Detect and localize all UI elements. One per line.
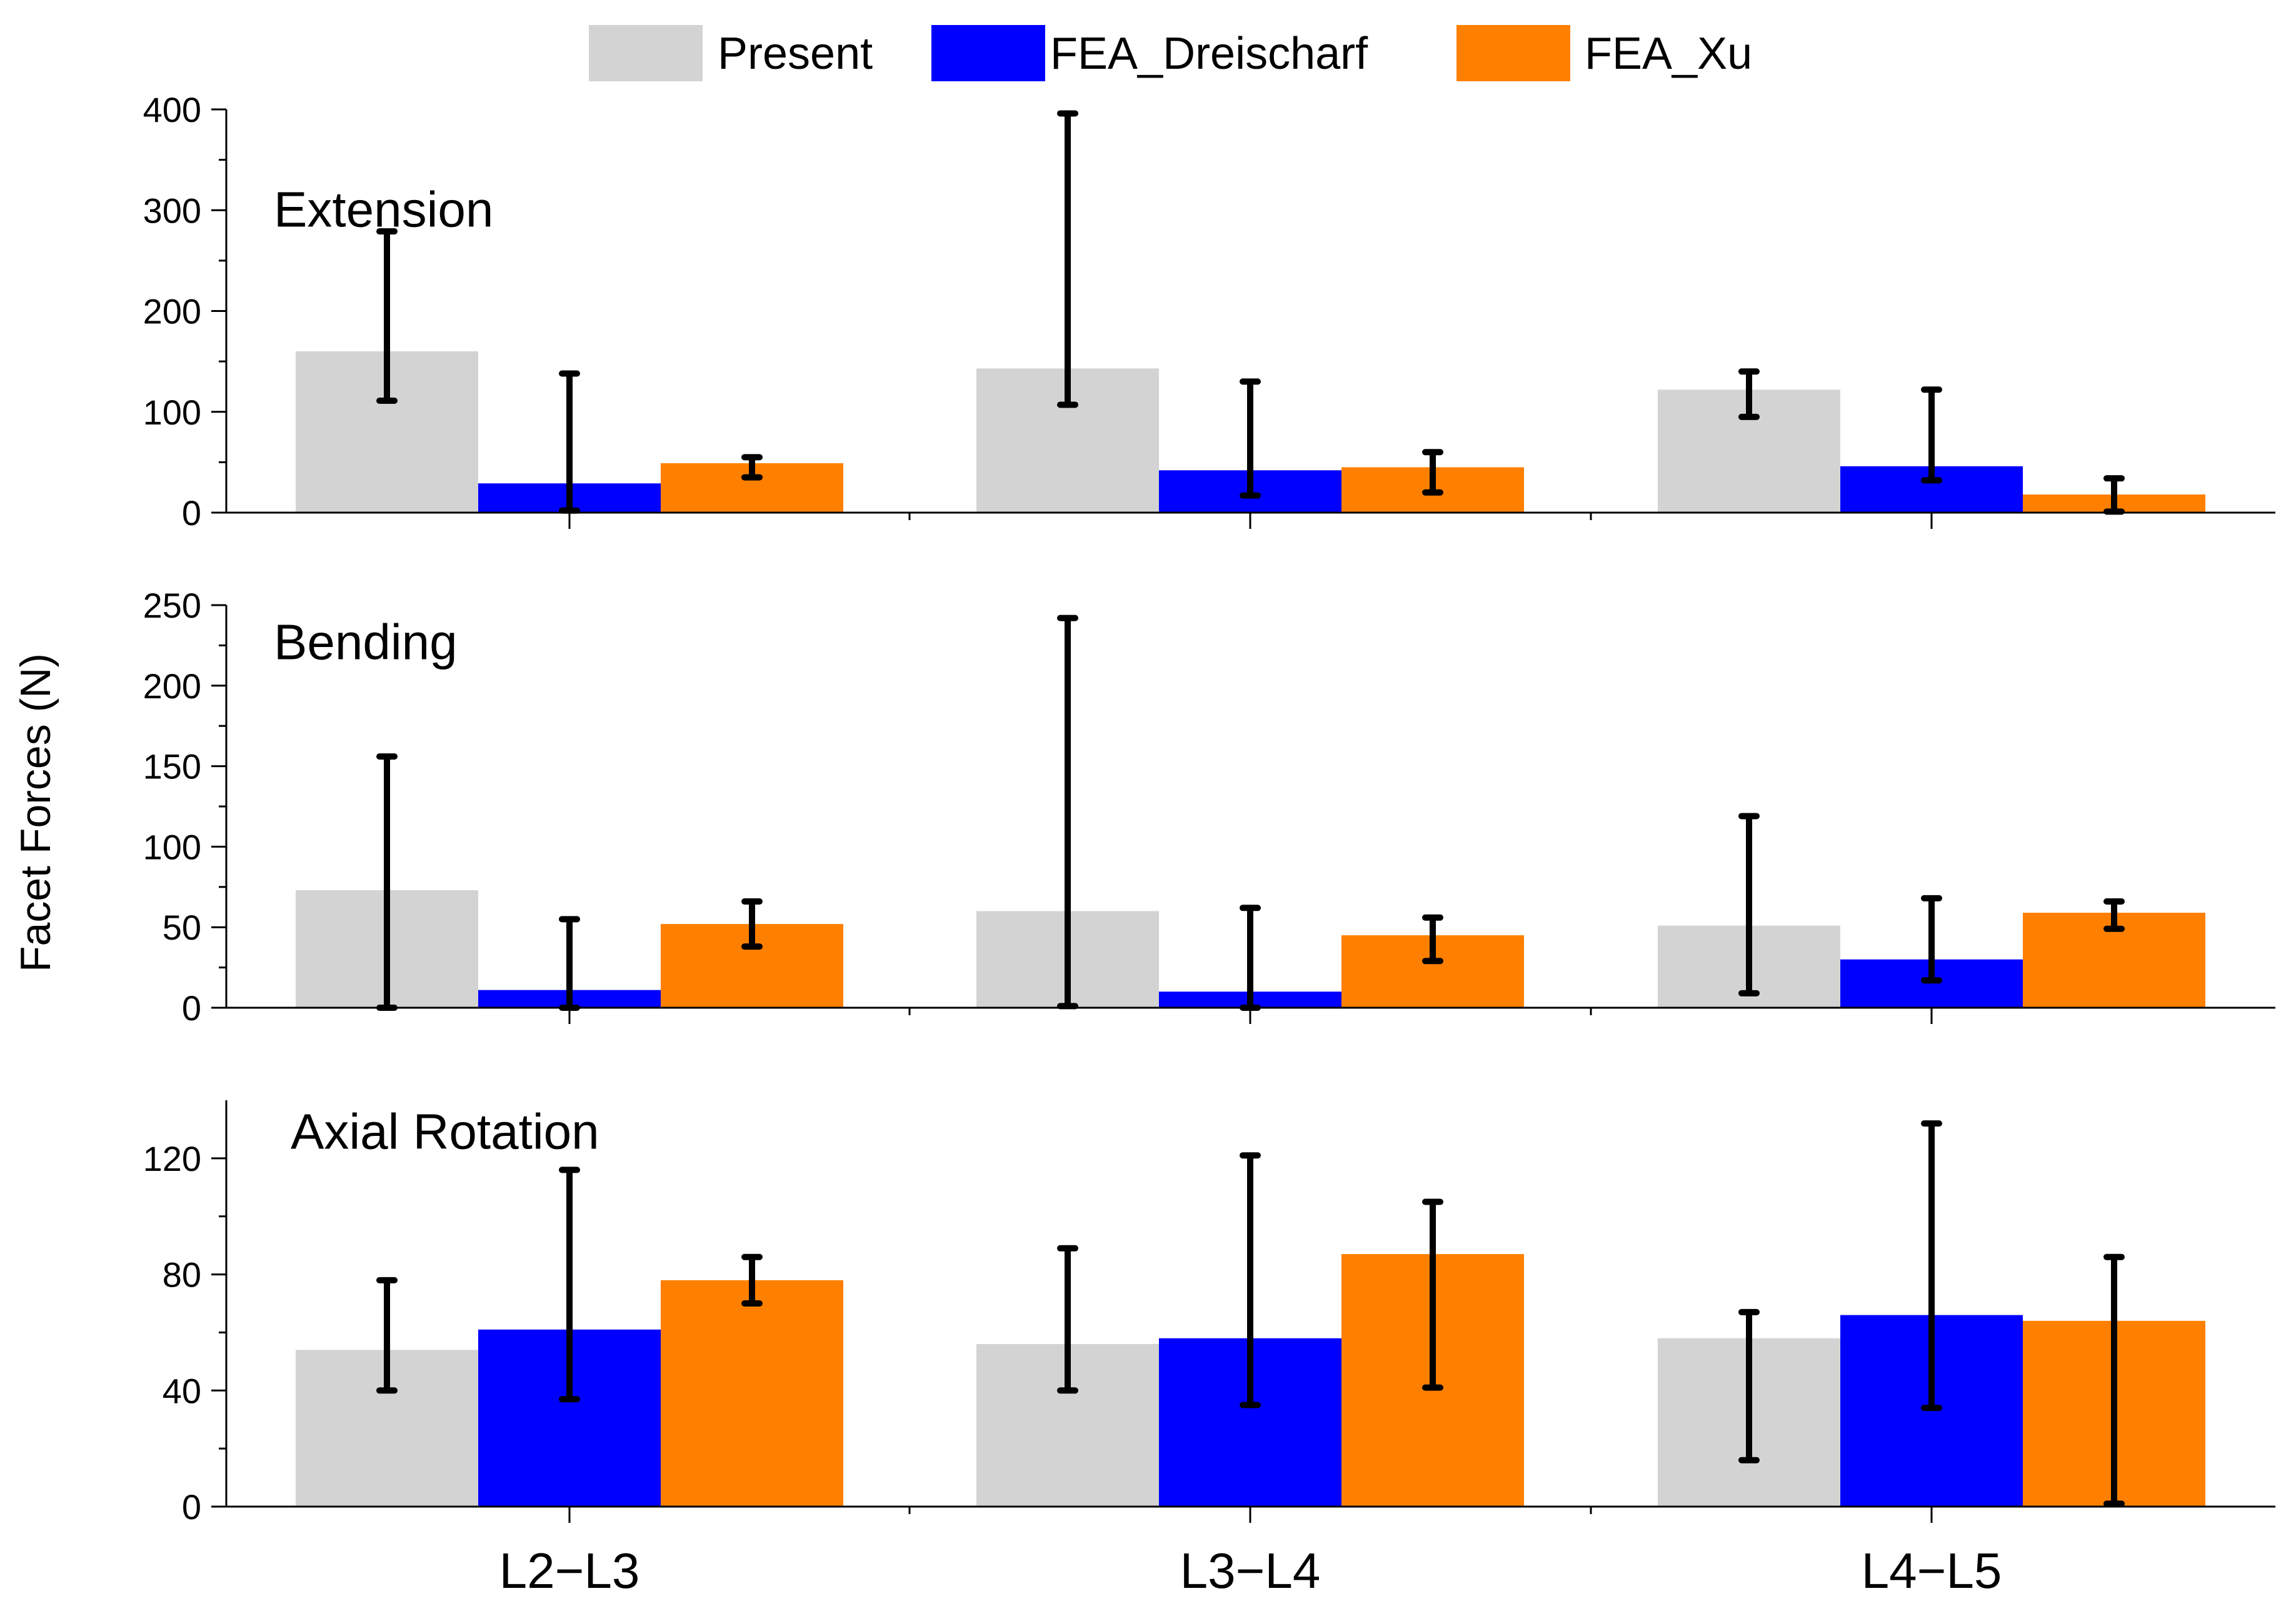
- panel-2: 0 40 80 120 Axial Rotation: [143, 1100, 2275, 1527]
- ytick-label-1-1: 50: [163, 908, 201, 947]
- legend-swatch-0: [589, 25, 703, 81]
- ytick-label-1-0: 0: [182, 988, 201, 1028]
- legend-label-2: FEA_Xu: [1585, 29, 1752, 79]
- ytick-label-2-1: 40: [163, 1371, 201, 1410]
- ytick-label-0-4: 400: [143, 90, 201, 129]
- ytick-label-2-0: 0: [182, 1487, 201, 1527]
- x-category-labels: L2−L3 L3−L4 L4−L5: [499, 1543, 2002, 1598]
- legend-swatch-2: [1456, 25, 1570, 81]
- chart-panels: 0100200300400Extension050100150200250Ben…: [143, 90, 2275, 1527]
- legend-label-1: FEA_Dreischarf: [1050, 29, 1368, 79]
- ytick-label-1-4: 200: [143, 666, 201, 706]
- panel-title-2: Axial Rotation: [291, 1104, 599, 1160]
- x-category-label-0: L2−L3: [499, 1543, 640, 1598]
- legend: Present FEA_Dreischarf FEA_Xu: [589, 25, 1752, 81]
- x-category-label-2: L4−L5: [1862, 1543, 2002, 1598]
- y-axis-label: Facet Forces (N): [12, 653, 59, 972]
- panel-title-1: Bending: [274, 615, 458, 670]
- ytick-label-2-3: 120: [143, 1139, 201, 1178]
- legend-swatch-1: [931, 25, 1045, 81]
- bar-2-2-0: [661, 1280, 843, 1507]
- ytick-label-0-1: 100: [143, 393, 201, 432]
- x-category-label-1: L3−L4: [1180, 1543, 1321, 1598]
- ytick-label-0-3: 300: [143, 191, 201, 230]
- ytick-label-1-3: 150: [143, 747, 201, 786]
- ytick-label-1-2: 100: [143, 827, 201, 866]
- panel-0: 0 100 200 300 400 Extension: [143, 90, 2275, 533]
- ytick-label-0-0: 0: [182, 493, 201, 533]
- legend-label-0: Present: [718, 29, 873, 79]
- ytick-label-1-5: 250: [143, 586, 201, 625]
- panel-title-0: Extension: [274, 182, 493, 238]
- ytick-label-2-2: 80: [163, 1255, 201, 1295]
- ytick-label-0-2: 200: [143, 292, 201, 331]
- panel-1: 0 50 100 150 200 250 Bending: [143, 586, 2275, 1028]
